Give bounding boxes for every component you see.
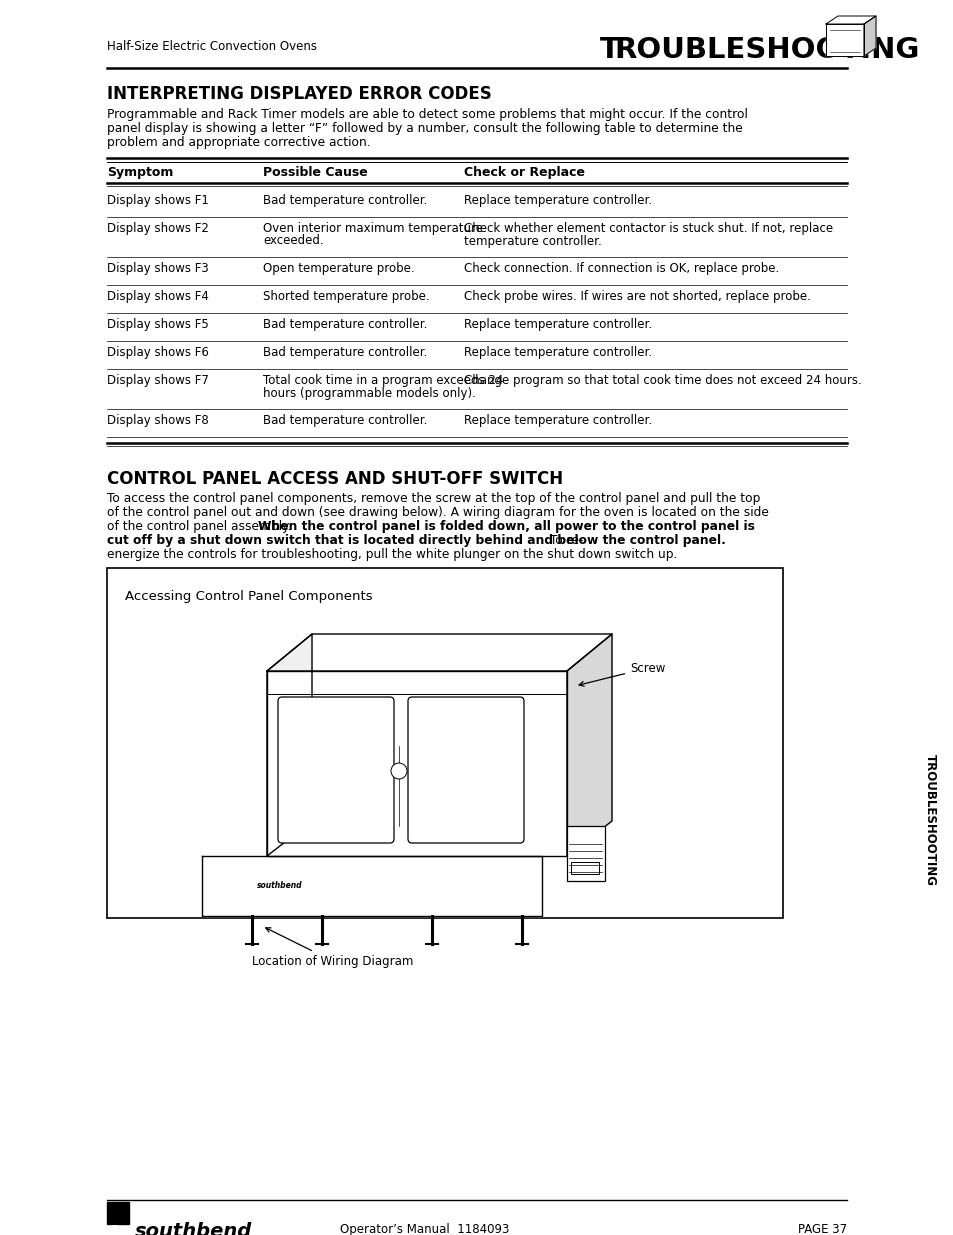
Text: Open temperature probe.: Open temperature probe.	[263, 262, 415, 275]
Text: of the control panel assembly.: of the control panel assembly.	[107, 520, 295, 534]
Text: southbend: southbend	[256, 881, 302, 890]
Polygon shape	[202, 856, 541, 916]
Text: Half-Size Electric Convection Ovens: Half-Size Electric Convection Ovens	[107, 40, 316, 53]
Text: Bad temperature controller.: Bad temperature controller.	[263, 414, 427, 427]
Text: Check or Replace: Check or Replace	[463, 165, 584, 179]
Text: Total cook time in a program exceeds 24: Total cook time in a program exceeds 24	[263, 374, 503, 387]
Text: s: s	[110, 1221, 118, 1235]
Text: southbend: southbend	[135, 1221, 252, 1235]
FancyBboxPatch shape	[277, 697, 394, 844]
Text: Shorted temperature probe.: Shorted temperature probe.	[263, 290, 429, 303]
Polygon shape	[825, 16, 875, 23]
Text: Display shows F4: Display shows F4	[107, 290, 209, 303]
Text: Accessing Control Panel Components: Accessing Control Panel Components	[125, 590, 373, 603]
Text: Check probe wires. If wires are not shorted, replace probe.: Check probe wires. If wires are not shor…	[463, 290, 810, 303]
Text: Check whether element contactor is stuck shut. If not, replace: Check whether element contactor is stuck…	[463, 222, 832, 235]
Text: Bad temperature controller.: Bad temperature controller.	[263, 317, 427, 331]
Bar	[107, 568, 782, 918]
Text: INTERPRETING DISPLAYED ERROR CODES: INTERPRETING DISPLAYED ERROR CODES	[107, 85, 491, 103]
Text: Change program so that total cook time does not exceed 24 hours.: Change program so that total cook time d…	[463, 374, 861, 387]
Text: hours (programmable models only).: hours (programmable models only).	[263, 387, 476, 399]
Text: To re-: To re-	[546, 534, 583, 547]
Polygon shape	[863, 16, 875, 56]
Text: When the control panel is folded down, all power to the control panel is: When the control panel is folded down, a…	[258, 520, 755, 534]
Text: TROUBLESHOOTING: TROUBLESHOOTING	[923, 755, 936, 885]
Text: Display shows F8: Display shows F8	[107, 414, 209, 427]
Bar	[566, 826, 604, 881]
Text: Replace temperature controller.: Replace temperature controller.	[463, 317, 652, 331]
Bar	[107, 1202, 129, 1224]
Polygon shape	[566, 634, 612, 856]
Text: cut off by a shut down switch that is located directly behind and below the cont: cut off by a shut down switch that is lo…	[107, 534, 725, 547]
FancyBboxPatch shape	[408, 697, 523, 844]
Text: Symptom: Symptom	[107, 165, 173, 179]
Text: Display shows F1: Display shows F1	[107, 194, 209, 207]
Text: Display shows F3: Display shows F3	[107, 262, 209, 275]
Text: Bad temperature controller.: Bad temperature controller.	[263, 194, 427, 207]
Text: energize the controls for troubleshooting, pull the white plunger on the shut do: energize the controls for troubleshootin…	[107, 548, 677, 561]
Text: Screw: Screw	[578, 662, 664, 687]
Text: ROUBLESHOOTING: ROUBLESHOOTING	[614, 36, 919, 64]
Text: Oven interior maximum temperature: Oven interior maximum temperature	[263, 222, 482, 235]
Text: PAGE 37: PAGE 37	[797, 1223, 846, 1235]
Bar	[571, 862, 598, 874]
Polygon shape	[267, 671, 566, 856]
Text: Check connection. If connection is OK, replace probe.: Check connection. If connection is OK, r…	[463, 262, 779, 275]
Text: Replace temperature controller.: Replace temperature controller.	[463, 194, 652, 207]
Text: Display shows F6: Display shows F6	[107, 346, 209, 359]
Text: of the control panel out and down (see drawing below). A wiring diagram for the : of the control panel out and down (see d…	[107, 506, 768, 519]
Text: temperature controller.: temperature controller.	[463, 235, 601, 247]
Text: CONTROL PANEL ACCESS AND SHUT-OFF SWITCH: CONTROL PANEL ACCESS AND SHUT-OFF SWITCH	[107, 471, 562, 488]
Text: Display shows F7: Display shows F7	[107, 374, 209, 387]
Text: problem and appropriate corrective action.: problem and appropriate corrective actio…	[107, 136, 370, 149]
Polygon shape	[267, 634, 312, 856]
Text: Possible Cause: Possible Cause	[263, 165, 367, 179]
Text: panel display is showing a letter “F” followed by a number, consult the followin: panel display is showing a letter “F” fo…	[107, 122, 742, 135]
Text: Bad temperature controller.: Bad temperature controller.	[263, 346, 427, 359]
Polygon shape	[267, 634, 612, 671]
Text: Operator’s Manual  1184093: Operator’s Manual 1184093	[339, 1223, 509, 1235]
Text: Replace temperature controller.: Replace temperature controller.	[463, 414, 652, 427]
Text: To access the control panel components, remove the screw at the top of the contr: To access the control panel components, …	[107, 492, 760, 505]
Polygon shape	[825, 23, 863, 56]
Text: Location of Wiring Diagram: Location of Wiring Diagram	[252, 927, 413, 967]
Text: Replace temperature controller.: Replace temperature controller.	[463, 346, 652, 359]
Text: exceeded.: exceeded.	[263, 235, 323, 247]
Text: Display shows F2: Display shows F2	[107, 222, 209, 235]
Circle shape	[391, 763, 407, 779]
Text: T: T	[599, 36, 619, 64]
Text: Programmable and Rack Timer models are able to detect some problems that might o: Programmable and Rack Timer models are a…	[107, 107, 747, 121]
Text: Display shows F5: Display shows F5	[107, 317, 209, 331]
